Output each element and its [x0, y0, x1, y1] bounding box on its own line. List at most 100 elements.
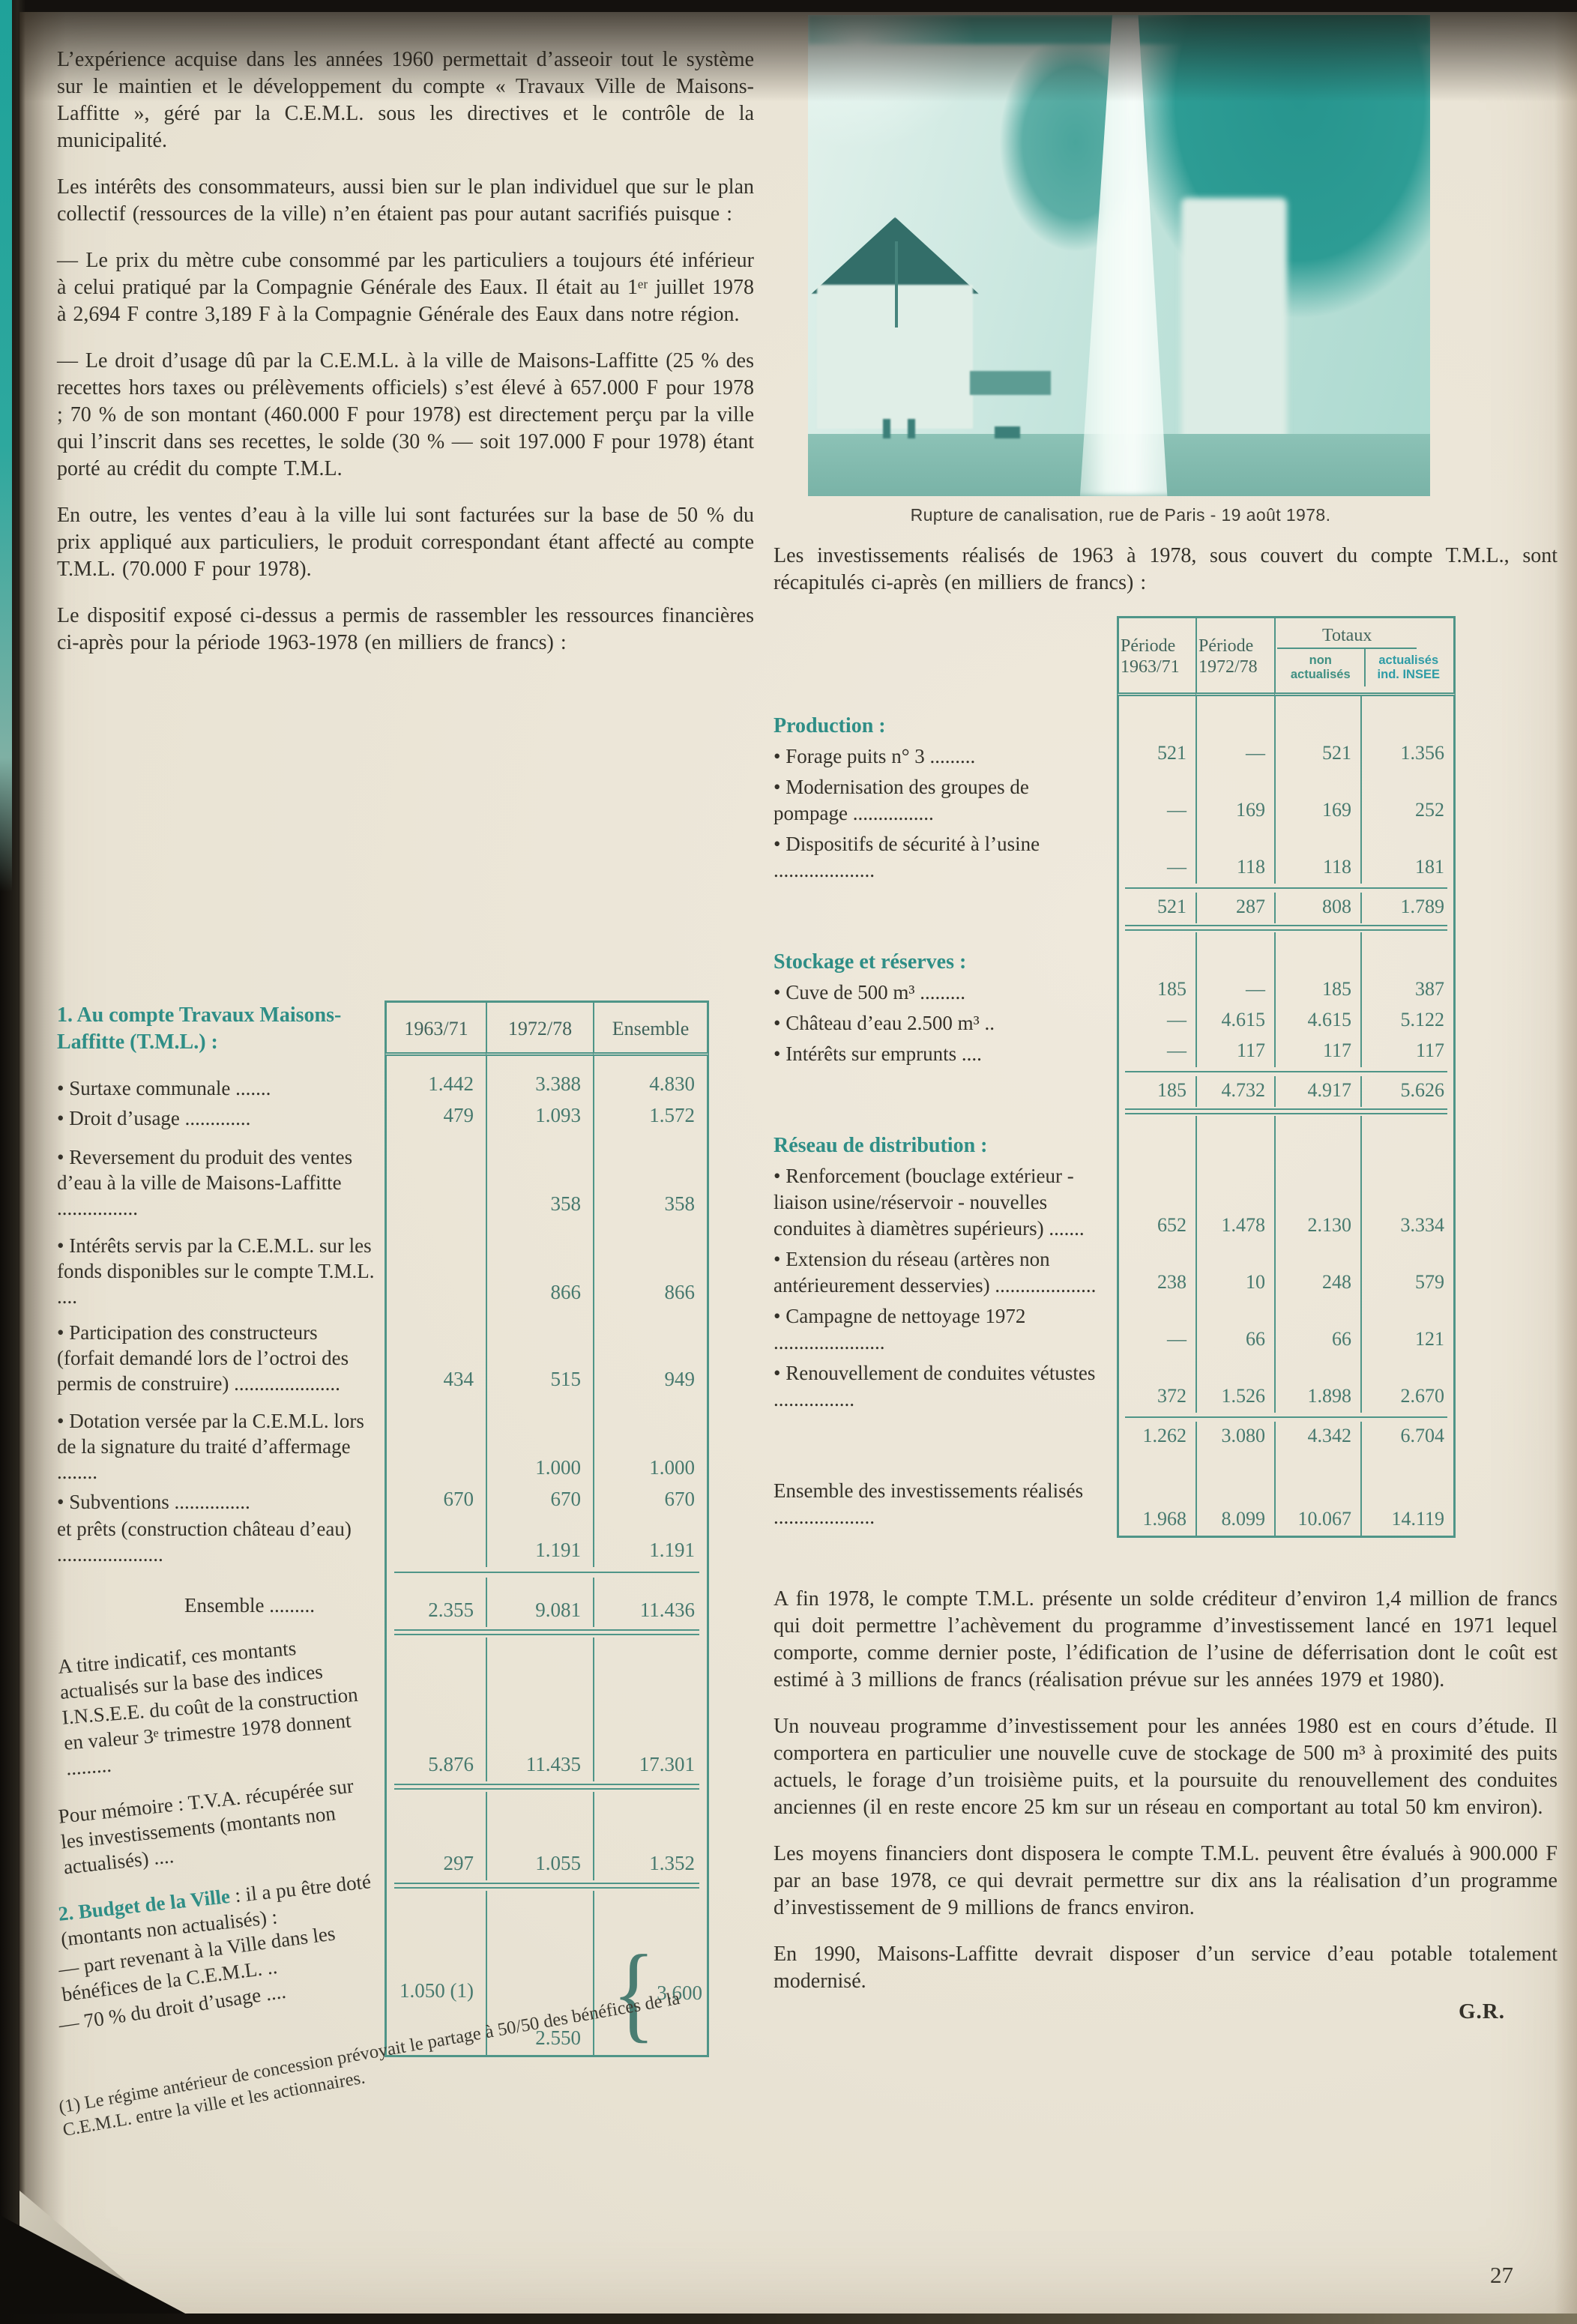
cell-value: 1.000: [593, 1396, 709, 1485]
cell-empty: [593, 1891, 709, 1952]
page-number: 27: [1490, 2262, 1513, 2288]
adjacent-page-teal-edge: [0, 0, 12, 892]
cell-value: 4.830: [593, 1056, 709, 1101]
table-rule: [774, 884, 1456, 893]
cell-subtotal: 4.732: [1195, 1076, 1274, 1107]
paragraph: Un nouveau programme d’investissement po…: [774, 1715, 1558, 1819]
cell-value: 297: [385, 1792, 486, 1880]
table-header-row: 1. Au compte Travaux Maisons-Laffitte (T…: [57, 1000, 754, 1056]
cell-subtotal: 5.626: [1360, 1076, 1456, 1107]
cell-empty: [1274, 1116, 1360, 1159]
brace-total-value: 3.600: [657, 1981, 702, 2004]
photo-car: [995, 426, 1020, 438]
cell-value: 521: [1274, 739, 1360, 770]
cell-value: [385, 1221, 486, 1309]
indicatif-label: A titre indicatif, ces montants actualis…: [57, 1636, 359, 1780]
cell-value: 1.191: [593, 1516, 709, 1567]
rule-single: [385, 1567, 709, 1578]
cell-value: 11.436: [593, 1578, 709, 1627]
photo-building-wall: [1181, 197, 1288, 463]
table-row: • Cuve de 500 m³ ......... 185 — 185 387: [774, 975, 1456, 1006]
rule-double: [385, 1880, 709, 1891]
paragraph: Les moyens financiers dont disposera le …: [774, 1842, 1558, 1919]
cell-value: 670: [385, 1485, 486, 1516]
rule-single: [1117, 1067, 1456, 1076]
table-row-ensemble: Ensemble ......... 2.355 9.081 11.436: [57, 1578, 754, 1627]
row-label: • Intérêts sur emprunts ....: [774, 1042, 982, 1065]
cell-value: 1.352: [593, 1792, 709, 1880]
author-initials: G.R.: [1459, 1999, 1505, 2023]
cell-value: —: [1195, 975, 1274, 1006]
col-header-1963-71: 1963/71: [385, 1000, 486, 1056]
rule-double: [385, 1627, 709, 1638]
cell-value: 66: [1195, 1299, 1274, 1356]
cell-empty: [1195, 932, 1274, 975]
row-label: • Renforcement (bouclage extérieur - lia…: [774, 1165, 1085, 1240]
table-row: • Droit d’usage ............. 479 1.093 …: [57, 1101, 754, 1132]
curly-brace: {: [612, 1932, 656, 2053]
cell-subtotal: 185: [1117, 1076, 1195, 1107]
paragraph: En 1990, Maisons-Laffitte devrait dispos…: [774, 1943, 1558, 1993]
photo-pole: [895, 241, 899, 328]
cell-empty: [1117, 932, 1195, 975]
row-label: • Campagne de nettoyage 1972 ...........…: [774, 1305, 1026, 1353]
rule-double: [1117, 923, 1456, 932]
paragraph: — Le prix du mètre cube consommé par les…: [57, 249, 754, 326]
paragraph: A fin 1978, le compte T.M.L. présente un…: [774, 1587, 1558, 1691]
table-row: • Participation des constructeurs (forfa…: [57, 1309, 754, 1396]
periode-years: 1963/71: [1121, 657, 1180, 677]
row-label: • Dispositifs de sécurité à l’usine ....…: [774, 833, 1040, 881]
cell-value: 248: [1274, 1242, 1360, 1299]
cell-value: —: [1117, 1006, 1195, 1036]
cell-value: 1.442: [385, 1056, 486, 1101]
cell-total: 1.968: [1117, 1452, 1195, 1538]
row-label: • Forage puits n° 3 .........: [774, 745, 976, 767]
table-row: • Dotation versée par la C.E.M.L. lors d…: [57, 1396, 754, 1485]
cell-value: 9.081: [486, 1578, 593, 1627]
cell-empty: [1117, 1116, 1195, 1159]
table-row: • Subventions ............... 670 670 67…: [57, 1485, 754, 1516]
row-label: • Cuve de 500 m³ .........: [774, 981, 966, 1003]
col-header-ensemble: Ensemble: [593, 1000, 709, 1056]
spacer: [774, 1413, 1117, 1422]
spacer: [774, 1422, 1117, 1452]
row-label: et prêts (construction château d’eau) ..…: [57, 1518, 352, 1566]
section-heading-row: Production :: [774, 696, 1456, 739]
table-row: — 70 % du droit d’usage .... 2.550 { 3.6…: [57, 1938, 754, 2057]
cell-value: 670: [593, 1485, 709, 1516]
cell-value: 1.356: [1360, 739, 1456, 770]
left-table-tml-resources: 1. Au compte Travaux Maisons-Laffitte (T…: [57, 1000, 754, 2057]
spacer: [774, 1076, 1117, 1107]
table-row: • Extension du réseau (artères non antér…: [774, 1242, 1456, 1299]
cell-value: 185: [1274, 975, 1360, 1006]
col-header-periode-1963-71: Période 1963/71: [1117, 616, 1195, 696]
cell-value: 1.093: [486, 1101, 593, 1132]
cell-brace-total: { 3.600: [593, 1938, 709, 2057]
cell-value: —: [1117, 1036, 1195, 1067]
subtotal-row: 521 287 808 1.789: [774, 893, 1456, 923]
cell-value: 579: [1360, 1242, 1456, 1299]
row-label: • Participation des constructeurs (forfa…: [57, 1321, 349, 1395]
table-row: • Renouvellement de conduites vétustes .…: [774, 1356, 1456, 1413]
table-row: — part revenant à la Ville dans les béné…: [57, 1922, 754, 2008]
cell-value: 4.615: [1195, 1006, 1274, 1036]
rule-double: [385, 1781, 709, 1792]
table-row: • Dispositifs de sécurité à l’usine ....…: [774, 827, 1456, 884]
cell-total: 10.067: [1274, 1452, 1360, 1538]
cell-value: 238: [1117, 1242, 1195, 1299]
table-rule: [774, 923, 1456, 932]
cell-value: [486, 1952, 593, 2008]
table-row: • Modernisation des groupes de pompage .…: [774, 770, 1456, 827]
cell-value: 372: [1117, 1356, 1195, 1413]
paragraph: — Le droit d’usage dû par la C.E.M.L. à …: [57, 349, 754, 480]
cell-value: 2.550: [486, 2008, 593, 2057]
paragraph: En outre, les ventes d’eau à la ville lu…: [57, 504, 754, 581]
subtotal-row: 1.262 3.080 4.342 6.704: [774, 1422, 1456, 1452]
cell-value: 652: [1117, 1159, 1195, 1242]
cell-subtotal: 287: [1195, 893, 1274, 923]
col-header-totaux: Totaux non actualisés actualisés ind. IN…: [1274, 616, 1456, 696]
row-label: • Reversement du produit des ventes d’ea…: [57, 1146, 353, 1219]
table-row-budget-heading: 2. Budget de la Ville : il a pu être dot…: [57, 1870, 754, 1952]
table-row: • Reversement du produit des ventes d’ea…: [57, 1132, 754, 1221]
table-rule: [774, 1413, 1456, 1422]
